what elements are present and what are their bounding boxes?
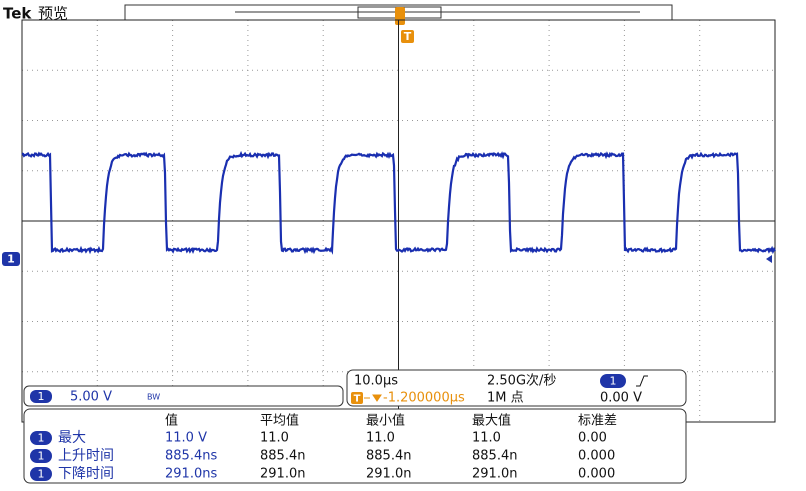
ch-badge bbox=[30, 390, 52, 403]
row-badge bbox=[30, 467, 52, 481]
cell: 291.0n bbox=[260, 467, 305, 482]
brand: Tek bbox=[3, 5, 32, 23]
channel-marker-box bbox=[2, 252, 20, 266]
cell: 885.4n bbox=[260, 449, 305, 464]
cell: 11.0 bbox=[260, 431, 289, 446]
mode: 预览 bbox=[38, 5, 68, 23]
row-channel: 1 bbox=[38, 450, 45, 463]
row-channel: 1 bbox=[38, 432, 45, 445]
cell: 291.0ns bbox=[165, 467, 217, 482]
waveform bbox=[21, 150, 776, 255]
channel-marker: 1 bbox=[7, 253, 15, 266]
cell: 885.4n bbox=[472, 449, 517, 464]
channel-scale: 5.00 V bbox=[70, 390, 112, 405]
table-header: 最小值 bbox=[366, 413, 405, 429]
edge-icon bbox=[636, 375, 648, 387]
row-badge bbox=[30, 449, 52, 463]
bandwidth: BW bbox=[147, 393, 160, 402]
trigger-pos-top bbox=[395, 7, 405, 25]
cell: 11.0 V bbox=[165, 431, 207, 446]
row-badge bbox=[30, 431, 52, 445]
row-channel: 1 bbox=[38, 468, 45, 481]
position: -1.200000µs bbox=[383, 391, 465, 406]
trigger-marker: T bbox=[404, 30, 412, 43]
measurement-panel bbox=[23, 408, 687, 484]
cell: 0.00 bbox=[578, 431, 607, 446]
trig-pos-marker: T bbox=[354, 394, 361, 405]
cell: 11.0 bbox=[366, 431, 395, 446]
time-scale: 10.0µs bbox=[354, 374, 398, 389]
sample-rate: 2.50G次/秒 bbox=[487, 373, 556, 389]
row-name: 下降时间 bbox=[58, 466, 114, 482]
channel-panel bbox=[23, 385, 344, 407]
level-arrow bbox=[766, 255, 772, 263]
trig-pos-box bbox=[351, 392, 363, 404]
table-header: 值 bbox=[165, 413, 178, 429]
table-header: 最大值 bbox=[472, 413, 511, 429]
cell: 291.0n bbox=[472, 467, 517, 482]
trig-arrow bbox=[364, 394, 382, 402]
cell: 885.4ns bbox=[165, 449, 217, 464]
cell: 0.000 bbox=[578, 467, 615, 482]
cell: 291.0n bbox=[366, 467, 411, 482]
trig-ch: 1 bbox=[610, 375, 617, 388]
cell: 0.000 bbox=[578, 449, 615, 464]
record-length: 1M 点 bbox=[487, 391, 524, 406]
trigger-marker-box bbox=[401, 30, 414, 43]
cell: 11.0 bbox=[472, 431, 501, 446]
trig-ch-badge bbox=[600, 374, 626, 388]
row-name: 最大 bbox=[58, 430, 86, 446]
table-header: 标准差 bbox=[578, 414, 617, 429]
row-name: 上升时间 bbox=[58, 448, 114, 464]
ch-badge-text: 1 bbox=[38, 390, 45, 403]
trigger-level: 0.00 V bbox=[600, 391, 642, 406]
cell: 885.4n bbox=[366, 449, 411, 464]
table-header: 平均值 bbox=[260, 413, 299, 429]
